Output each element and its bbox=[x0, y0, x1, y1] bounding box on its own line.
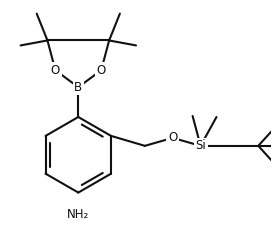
Text: O: O bbox=[51, 64, 60, 77]
Text: Si: Si bbox=[195, 139, 206, 152]
Text: O: O bbox=[97, 64, 106, 77]
Text: O: O bbox=[168, 131, 177, 144]
Text: NH₂: NH₂ bbox=[67, 208, 89, 221]
Text: B: B bbox=[74, 81, 82, 94]
